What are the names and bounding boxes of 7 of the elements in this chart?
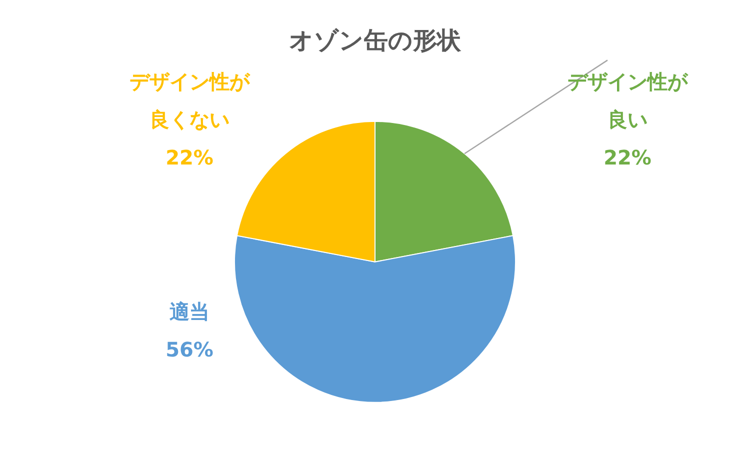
data-label: 22% (166, 145, 214, 170)
slice-label: 適当 (170, 299, 210, 324)
slice-label: デザイン性が良くない (130, 69, 250, 132)
chart-title: オゾン缶の形状 (289, 26, 462, 55)
data-label: 56% (166, 337, 214, 362)
slice-label: デザイン性が良い (568, 69, 688, 132)
data-label: 22% (604, 145, 652, 170)
